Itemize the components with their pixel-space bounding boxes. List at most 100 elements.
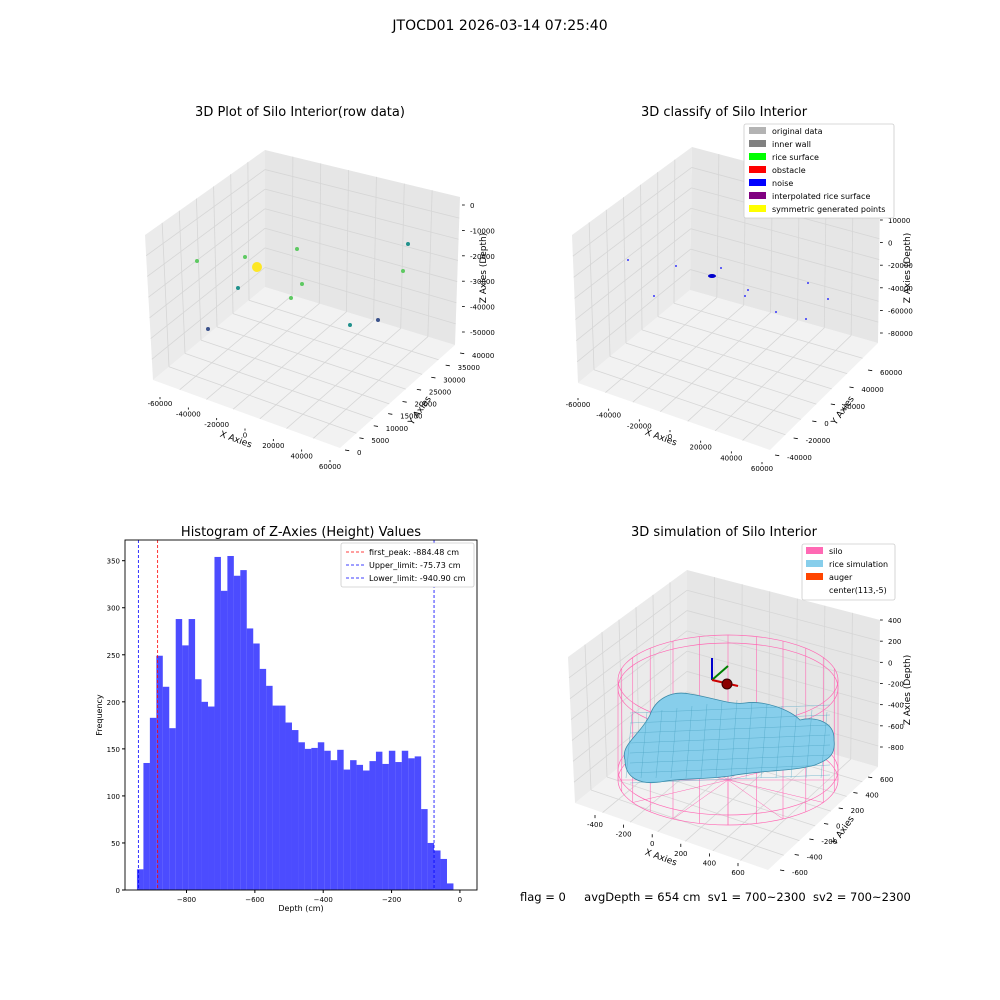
data-point bbox=[401, 269, 405, 273]
y-tick-label: 250 bbox=[107, 652, 120, 660]
rice-mesh-line bbox=[790, 707, 798, 779]
legend-label: symmetric generated points bbox=[772, 205, 885, 214]
grid-line bbox=[635, 607, 640, 752]
y-tick-label: -200 bbox=[821, 838, 837, 846]
grid-line bbox=[213, 186, 218, 327]
y-tick-label: 350 bbox=[107, 558, 120, 566]
grid-line bbox=[605, 297, 718, 393]
chart-title: Histogram of Z-Axies (Height) Values bbox=[181, 525, 421, 540]
grid-line bbox=[286, 328, 401, 429]
histogram-bar bbox=[421, 809, 428, 890]
histogram-bar bbox=[311, 747, 318, 890]
status-line: flag = 0 avgDepth = 654 cm sv1 = 700~230… bbox=[520, 890, 911, 904]
grid-line bbox=[605, 209, 611, 357]
grid-line bbox=[714, 327, 825, 432]
axis-tick bbox=[823, 823, 829, 825]
plot-frame bbox=[124, 539, 478, 891]
grid-line bbox=[346, 170, 349, 312]
z-axis-label: Z Axies (Depth) bbox=[903, 233, 913, 304]
grid-line bbox=[593, 369, 786, 436]
histogram-bar bbox=[156, 655, 163, 890]
z-tick-label: -20000 bbox=[888, 262, 913, 270]
rice-mesh-line bbox=[775, 705, 783, 779]
data-point bbox=[675, 265, 677, 267]
x-tick-label: 0 bbox=[650, 840, 654, 848]
grid-line bbox=[184, 353, 373, 419]
histogram-bar bbox=[227, 555, 234, 890]
histogram-bar bbox=[162, 686, 170, 890]
grid-line bbox=[742, 335, 852, 441]
legend-swatch bbox=[749, 140, 766, 147]
panel-raw-3d: 3D Plot of Silo Interior(row data) -60000… bbox=[145, 105, 495, 471]
x-axis-label: Depth (cm) bbox=[278, 904, 323, 913]
x-axis-label: X Axies bbox=[218, 430, 253, 451]
rice-mesh-line bbox=[629, 724, 831, 734]
histogram-bar bbox=[395, 762, 402, 890]
z-tick-label: -80000 bbox=[888, 330, 913, 338]
legend-label: Upper_limit: -75.73 cm bbox=[369, 561, 461, 570]
z-tick-label: 200 bbox=[888, 638, 901, 646]
grid-line bbox=[660, 312, 771, 413]
axis-tick bbox=[459, 352, 465, 355]
grid-line bbox=[427, 190, 433, 337]
legend: original data inner wall rice surface obsta… bbox=[743, 123, 895, 219]
axis-tick bbox=[774, 454, 780, 457]
x-tick-label: -40000 bbox=[176, 411, 201, 419]
grid-line bbox=[264, 188, 459, 240]
x-tick-label: -40000 bbox=[596, 412, 621, 420]
y-tick-label: 40000 bbox=[472, 352, 494, 360]
grid-line bbox=[232, 313, 423, 375]
grid-line bbox=[606, 776, 800, 841]
grid-line bbox=[318, 163, 322, 304]
legend-label: noise bbox=[772, 179, 793, 188]
histogram-bar bbox=[304, 748, 312, 890]
histogram-bar bbox=[208, 706, 215, 890]
y-tick-label: 150 bbox=[107, 746, 120, 754]
grid-line bbox=[178, 210, 186, 354]
y-tick-label: -600 bbox=[792, 869, 808, 877]
y-tick-label: 0 bbox=[824, 420, 828, 428]
z-tick-label: -10000 bbox=[470, 227, 495, 235]
rice-mesh-line bbox=[629, 774, 831, 784]
histogram-bar bbox=[401, 750, 409, 890]
histogram-bar bbox=[240, 570, 247, 890]
grid-line bbox=[151, 267, 266, 360]
z-tick-label: -20000 bbox=[470, 253, 495, 261]
grid-line bbox=[206, 303, 320, 400]
x-tick-label: -60000 bbox=[566, 401, 591, 409]
grid-line bbox=[712, 750, 824, 852]
rice-mesh-line bbox=[715, 701, 723, 779]
axis-tick bbox=[812, 420, 817, 423]
grid-line bbox=[147, 188, 266, 277]
legend-frame bbox=[801, 543, 896, 601]
grid-line bbox=[148, 208, 266, 298]
histogram-bar bbox=[343, 769, 351, 890]
legend-swatch bbox=[749, 205, 766, 212]
grid-line bbox=[609, 356, 801, 420]
status-sv2: sv2 = 700~2300 bbox=[812, 890, 911, 904]
histogram-bar bbox=[434, 850, 441, 890]
x-axis-label: X Axies bbox=[643, 848, 678, 869]
grid-line bbox=[625, 342, 817, 405]
histogram-bar bbox=[408, 758, 415, 890]
rice-mesh-line bbox=[629, 754, 831, 764]
axis-tick bbox=[416, 388, 422, 391]
histogram-bar bbox=[253, 643, 260, 890]
side-pane bbox=[568, 570, 687, 803]
y-tick-label: 30000 bbox=[443, 376, 465, 384]
legend-frame bbox=[340, 542, 475, 588]
grid-line bbox=[673, 302, 863, 359]
histogram-bar bbox=[330, 760, 338, 890]
legend-label: silo bbox=[829, 547, 843, 556]
histogram-bar bbox=[375, 751, 383, 890]
y-tick-label: 0 bbox=[357, 449, 361, 457]
grid-line bbox=[161, 222, 170, 367]
grid-line bbox=[247, 162, 250, 301]
rice-mesh-line bbox=[745, 701, 753, 779]
y-tick-label: 200 bbox=[851, 807, 864, 815]
panel-classify-3d: 3D classify of Silo Interior -60000 -40000… bbox=[566, 105, 913, 473]
grid-line bbox=[590, 789, 784, 856]
grid-line bbox=[568, 589, 688, 679]
legend-label: rice surface bbox=[772, 153, 819, 162]
histogram-bar bbox=[188, 619, 196, 890]
